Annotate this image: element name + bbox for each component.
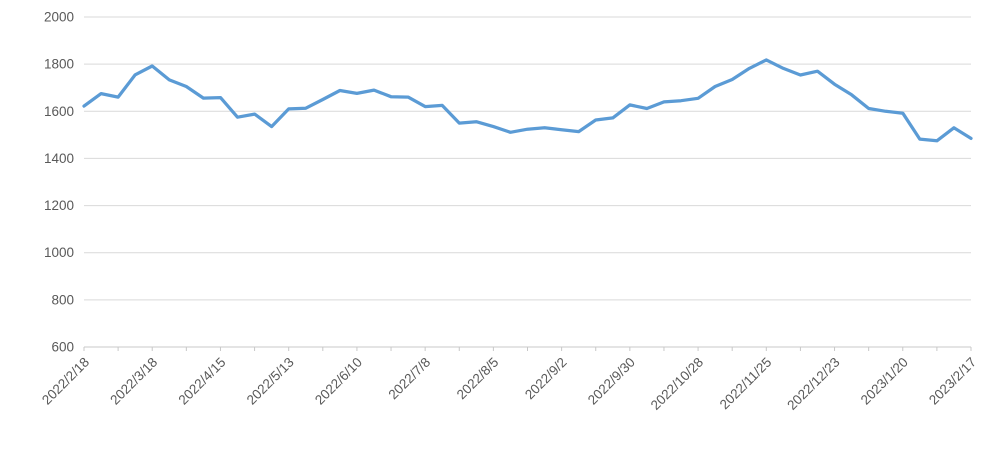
data-line-series	[82, 58, 973, 143]
x-axis-tick-label: 2022/11/25	[717, 355, 775, 413]
y-axis-tick-label: 1600	[44, 104, 74, 119]
y-axis-tick-label: 800	[51, 292, 74, 307]
x-axis-tick-label: 2022/10/28	[648, 355, 706, 413]
y-axis-tick-label: 1800	[44, 57, 74, 72]
x-axis-tick-label: 2022/3/18	[107, 355, 160, 408]
y-axis-tick-label: 600	[51, 340, 74, 355]
y-axis-tick-label: 2000	[44, 10, 74, 25]
y-axis-tick-label: 1200	[44, 198, 74, 213]
x-axis-tick-label: 2022/5/13	[244, 355, 297, 408]
x-axis-tick-label: 2022/12/23	[784, 355, 842, 413]
x-axis-tick-label: 2022/9/30	[585, 355, 638, 408]
x-axis-tick-label: 2022/6/10	[312, 355, 365, 408]
x-axis-tick-label: 2022/2/18	[39, 355, 92, 408]
x-axis-tick-label: 2022/8/5	[454, 355, 502, 403]
y-axis-tick-label: 1400	[44, 151, 74, 166]
y-axis-tick-label: 1000	[44, 245, 74, 260]
x-axis-tick-label: 2022/9/2	[522, 355, 570, 403]
x-axis-tick-label: 2022/7/8	[386, 355, 434, 403]
x-axis-tick-label: 2023/1/20	[858, 355, 911, 408]
x-axis-tick-label: 2023/2/17	[926, 355, 979, 408]
x-axis-tick-label: 2022/4/15	[176, 355, 229, 408]
